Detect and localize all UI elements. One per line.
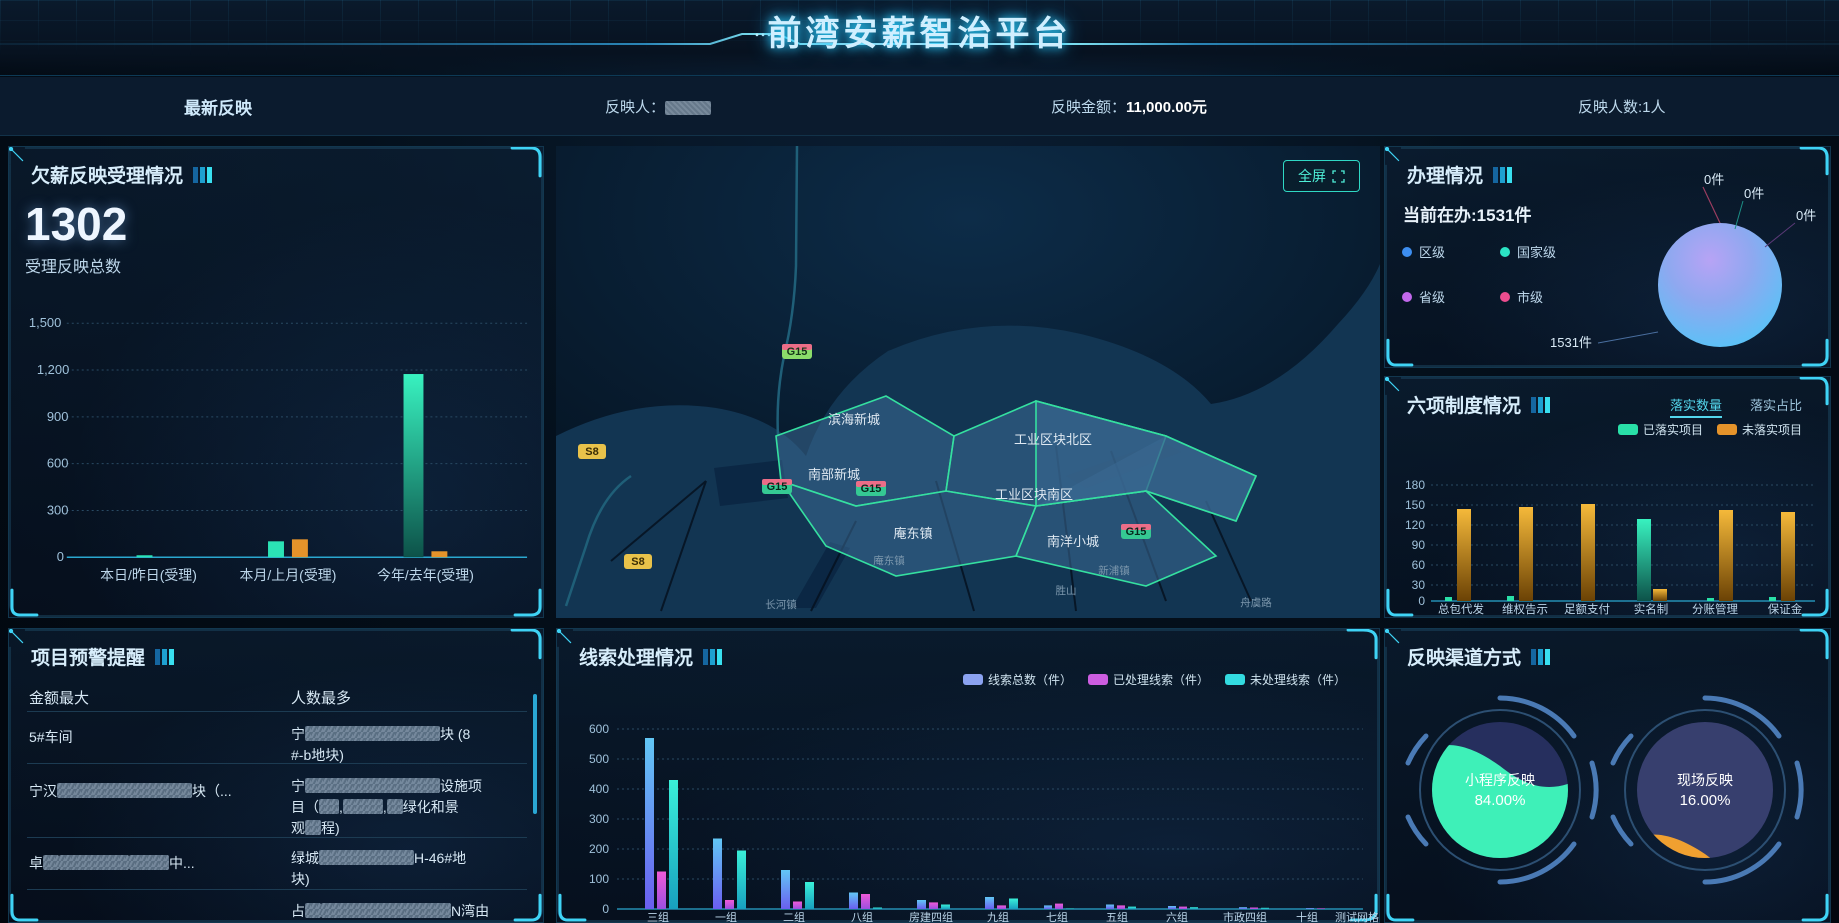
svg-text:今年/去年(受理): 今年/去年(受理) [377,567,474,583]
svg-text:现场反映: 现场反映 [1677,772,1733,788]
svg-text:600: 600 [47,456,69,471]
svg-text:足额支付: 足额支付 [1564,603,1610,616]
svg-text:G15: G15 [767,481,788,493]
svg-text:500: 500 [589,752,609,766]
svg-text:30: 30 [1412,578,1426,592]
svg-text:100: 100 [589,872,609,886]
svg-text:G15: G15 [1126,526,1147,538]
svg-text:0: 0 [602,902,609,916]
svg-text:600: 600 [589,722,609,736]
svg-text:房建四组: 房建四组 [909,910,953,923]
svg-text:国家级: 国家级 [1517,245,1556,260]
svg-text:三组: 三组 [647,910,669,923]
svg-text:保证金: 保证金 [1768,602,1803,616]
svg-text:工业区块北区: 工业区块北区 [1014,432,1092,447]
svg-text:G15: G15 [787,346,808,358]
svg-text:五组: 五组 [1106,910,1128,923]
svg-text:180: 180 [1405,478,1425,492]
svg-text:0件: 0件 [1704,172,1724,187]
svg-text:十组: 十组 [1296,910,1318,923]
svg-text:七组: 七组 [1046,910,1068,923]
svg-text:S8: S8 [585,446,598,458]
svg-text:1,500: 1,500 [29,315,61,330]
svg-text:400: 400 [589,782,609,796]
svg-text:1531件: 1531件 [1550,335,1592,350]
svg-text:九组: 九组 [987,910,1009,923]
svg-text:胜山: 胜山 [1056,585,1077,597]
svg-text:庵东镇: 庵东镇 [873,554,905,567]
svg-text:900: 900 [47,409,69,424]
svg-text:滨海新城: 滨海新城 [828,412,880,427]
svg-text:300: 300 [589,812,609,826]
svg-text:小程序反映: 小程序反映 [1465,772,1535,788]
svg-text:200: 200 [589,842,609,856]
svg-text:分账管理: 分账管理 [1692,602,1738,616]
svg-text:16.00%: 16.00% [1680,792,1731,809]
svg-text:实名制: 实名制 [1634,602,1669,616]
svg-text:维权告示: 维权告示 [1502,603,1548,616]
svg-text:1,200: 1,200 [37,362,69,377]
svg-text:南部新城: 南部新城 [808,467,860,482]
svg-text:本日/昨日(受理): 本日/昨日(受理) [100,567,197,583]
svg-text:84.00%: 84.00% [1475,792,1526,809]
svg-text:测试网格: 测试网格 [1335,910,1379,923]
svg-text:90: 90 [1412,538,1426,552]
svg-text:一组: 一组 [715,910,737,923]
svg-text:新浦镇: 新浦镇 [1098,564,1130,577]
svg-text:庵东镇: 庵东镇 [893,526,932,541]
svg-text:八组: 八组 [851,910,873,923]
svg-text:300: 300 [47,502,69,517]
svg-text:60: 60 [1412,558,1426,572]
svg-text:长河镇: 长河镇 [765,598,797,611]
svg-text:六组: 六组 [1166,910,1188,923]
svg-text:120: 120 [1405,518,1425,532]
svg-text:0: 0 [57,549,64,564]
svg-text:S8: S8 [631,556,644,568]
svg-text:本月/上月(受理): 本月/上月(受理) [240,567,337,583]
svg-text:南洋小城: 南洋小城 [1047,534,1099,549]
svg-text:0: 0 [1418,594,1425,608]
svg-text:市级: 市级 [1517,290,1543,305]
svg-text:0件: 0件 [1744,186,1764,201]
svg-text:G15: G15 [861,483,882,495]
svg-text:二组: 二组 [783,910,805,923]
svg-text:总包代发: 总包代发 [1438,602,1484,616]
svg-text:市政四组: 市政四组 [1223,910,1267,923]
svg-text:省级: 省级 [1419,290,1445,305]
svg-text:区级: 区级 [1419,245,1445,260]
svg-text:150: 150 [1405,498,1425,512]
svg-text:工业区块南区: 工业区块南区 [995,487,1073,502]
svg-text:0件: 0件 [1796,208,1816,223]
svg-text:舟虞路: 舟虞路 [1240,596,1272,609]
